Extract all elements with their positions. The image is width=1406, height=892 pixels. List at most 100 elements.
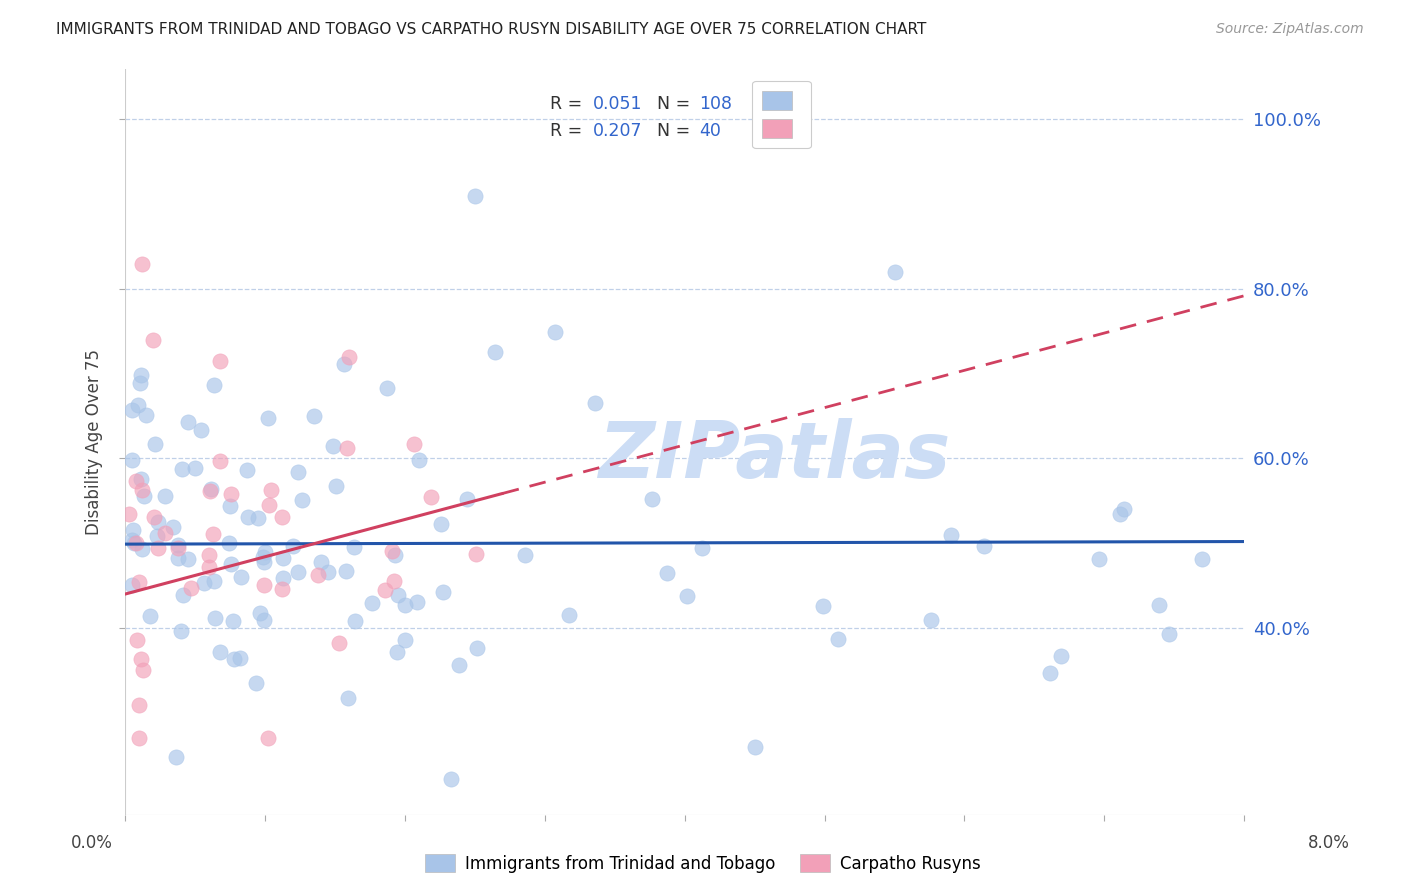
Point: [920, 613, 942, 627]
Text: 40: 40: [699, 122, 721, 140]
Point: [465, 641, 488, 656]
Point: [361, 596, 384, 610]
Point: [146, 541, 169, 556]
Text: 0.051: 0.051: [593, 95, 643, 112]
Point: [385, 645, 408, 659]
Point: [253, 578, 276, 592]
Point: [257, 411, 280, 425]
Point: [337, 350, 360, 364]
Point: [253, 555, 276, 569]
Point: [253, 613, 276, 627]
Point: [128, 398, 150, 412]
Point: [128, 574, 150, 589]
Point: [200, 483, 222, 498]
Point: [131, 541, 153, 556]
Point: [257, 731, 280, 746]
Point: [657, 566, 679, 581]
Point: [219, 500, 242, 514]
Point: [135, 408, 157, 422]
Point: [583, 396, 606, 410]
Point: [219, 487, 242, 501]
Point: [271, 510, 294, 524]
Point: [271, 582, 294, 596]
Point: [177, 415, 200, 429]
Point: [384, 548, 406, 562]
Point: [1191, 552, 1213, 566]
Point: [432, 584, 454, 599]
Point: [146, 515, 169, 529]
Point: [208, 353, 231, 368]
Point: [236, 509, 259, 524]
Point: [429, 516, 451, 531]
Point: [287, 465, 309, 479]
Text: N =: N =: [657, 122, 696, 140]
Point: [132, 489, 155, 503]
Point: [325, 479, 347, 493]
Point: [222, 614, 245, 628]
Point: [229, 570, 252, 584]
Point: [193, 576, 215, 591]
Point: [129, 376, 152, 390]
Point: [336, 691, 359, 706]
Point: [128, 731, 150, 746]
Point: [153, 525, 176, 540]
Point: [166, 749, 188, 764]
Point: [328, 636, 350, 650]
Point: [224, 652, 246, 666]
Point: [336, 442, 359, 456]
Point: [440, 772, 463, 786]
Point: [543, 325, 565, 339]
Point: [941, 528, 963, 542]
Point: [245, 675, 267, 690]
Point: [1159, 627, 1181, 641]
Point: [166, 538, 188, 552]
Text: 8.0%: 8.0%: [1308, 834, 1350, 852]
Point: [257, 498, 280, 512]
Point: [190, 424, 212, 438]
Text: R =: R =: [550, 122, 588, 140]
Point: [283, 539, 305, 553]
Point: [125, 536, 148, 550]
Y-axis label: Disability Age Over 75: Disability Age Over 75: [86, 349, 103, 534]
Point: [307, 568, 329, 582]
Point: [827, 632, 849, 646]
Point: [229, 651, 252, 665]
Point: [121, 533, 143, 547]
Point: [287, 565, 309, 579]
Point: [236, 463, 259, 477]
Point: [343, 540, 366, 554]
Point: [513, 548, 536, 562]
Point: [676, 589, 699, 603]
Point: [162, 520, 184, 534]
Point: [408, 452, 430, 467]
Point: [176, 552, 198, 566]
Point: [883, 265, 905, 279]
Point: [202, 574, 225, 588]
Point: [249, 606, 271, 620]
Text: 0.0%: 0.0%: [70, 834, 112, 852]
Point: [322, 439, 344, 453]
Text: 0.207: 0.207: [593, 122, 643, 140]
Point: [374, 583, 396, 598]
Point: [382, 574, 405, 588]
Legend: , : ,: [752, 80, 811, 148]
Point: [208, 645, 231, 659]
Point: [170, 461, 193, 475]
Point: [254, 545, 277, 559]
Point: [252, 549, 274, 564]
Point: [420, 490, 443, 504]
Point: [744, 739, 766, 754]
Point: [129, 368, 152, 382]
Point: [142, 333, 165, 347]
Point: [558, 607, 581, 622]
Text: IMMIGRANTS FROM TRINIDAD AND TOBAGO VS CARPATHO RUSYN DISABILITY AGE OVER 75 COR: IMMIGRANTS FROM TRINIDAD AND TOBAGO VS C…: [56, 22, 927, 37]
Point: [139, 609, 162, 624]
Point: [1087, 551, 1109, 566]
Point: [1050, 648, 1073, 663]
Point: [375, 381, 398, 395]
Point: [218, 536, 240, 550]
Point: [202, 378, 225, 392]
Point: [209, 454, 232, 468]
Point: [128, 698, 150, 712]
Point: [302, 409, 325, 423]
